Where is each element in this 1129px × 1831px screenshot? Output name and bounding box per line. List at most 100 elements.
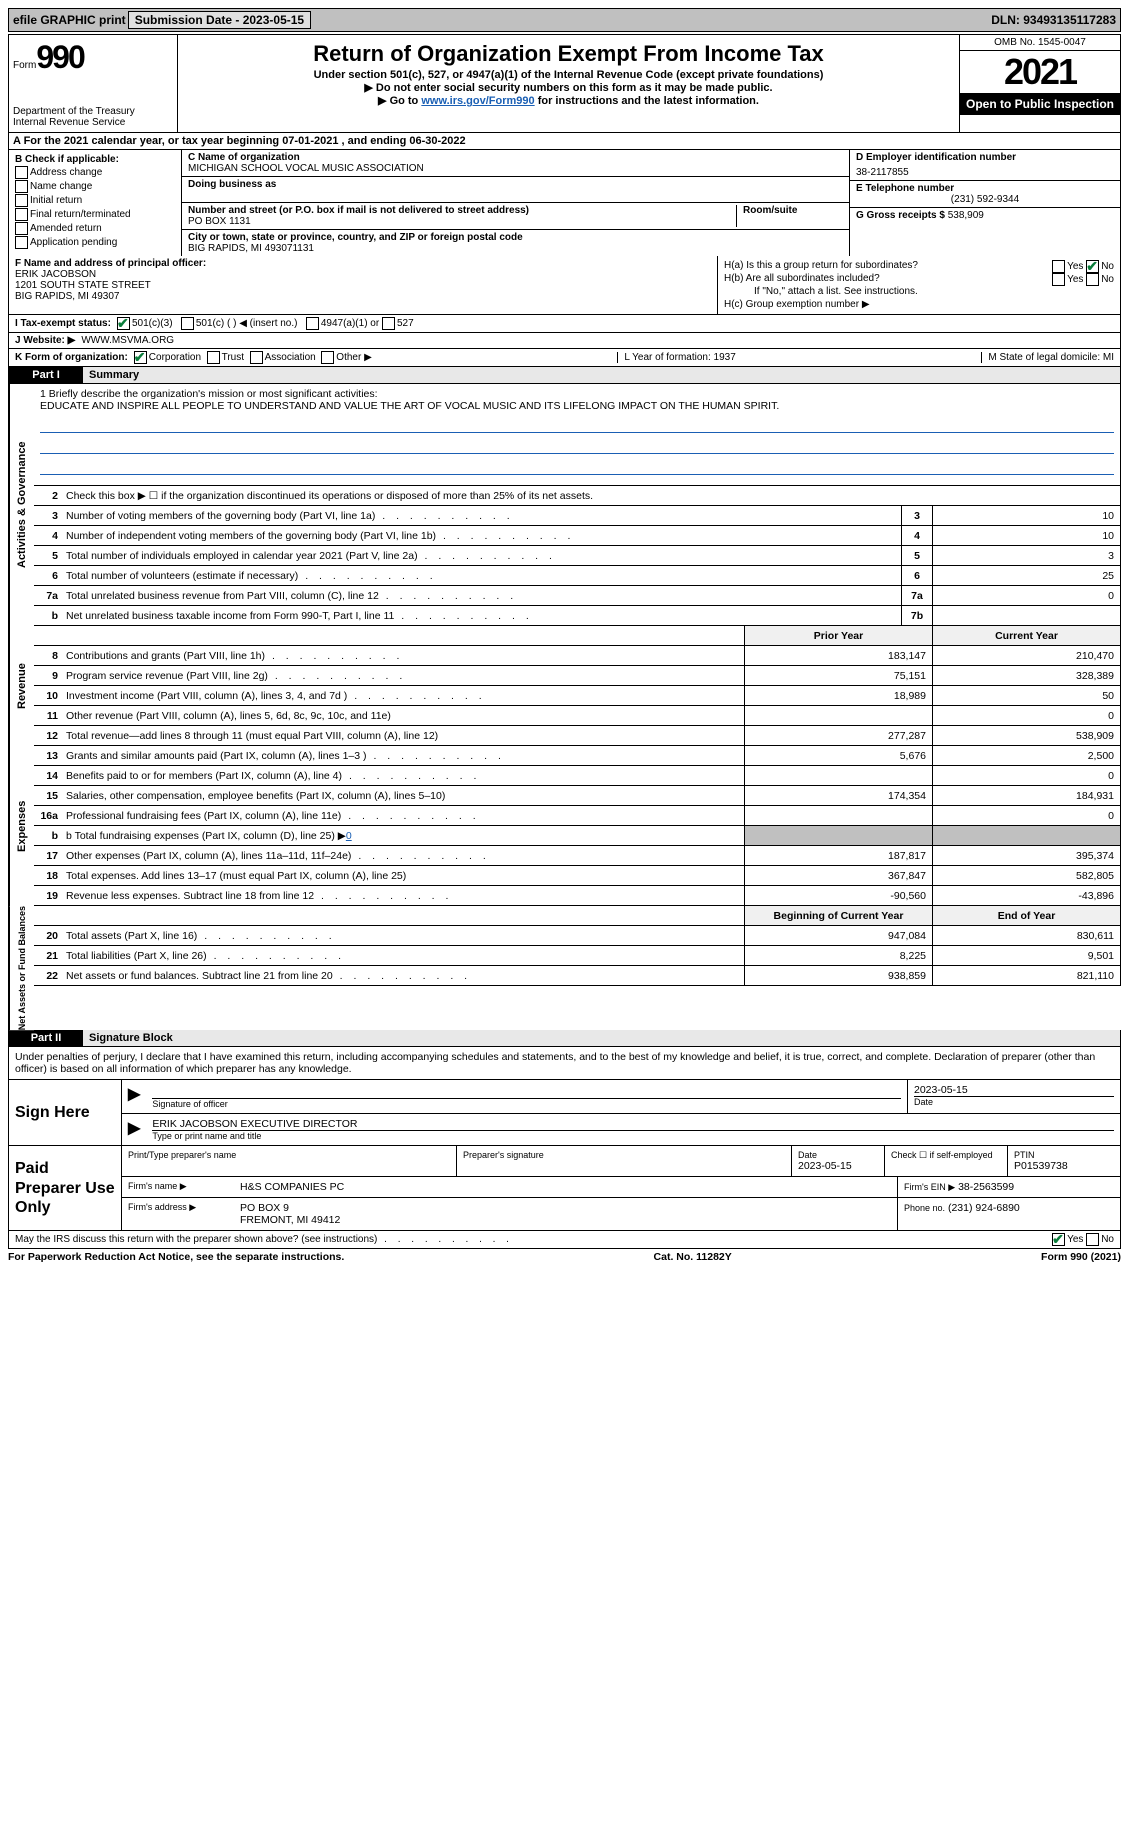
ha-line: H(a) Is this a group return for subordin… [724,260,1114,271]
line-7b: bNet unrelated business taxable income f… [34,606,1121,626]
check-final[interactable]: Final return/terminated [15,208,175,221]
check-trust[interactable] [207,351,220,364]
arrow-icon: ▶ [122,1114,146,1145]
line-19: 19Revenue less expenses. Subtract line 1… [34,886,1121,906]
rev-header: Prior YearCurrent Year [34,626,1121,646]
line-8: 8Contributions and grants (Part VIII, li… [34,646,1121,666]
open-inspection: Open to Public Inspection [960,93,1120,115]
check-other[interactable] [321,351,334,364]
signature-block: Under penalties of perjury, I declare th… [8,1047,1121,1231]
part2-header: Part II Signature Block [8,1030,1121,1047]
city: BIG RAPIDS, MI 493071131 [188,243,843,254]
check-initial[interactable]: Initial return [15,194,175,207]
gross-cell: G Gross receipts $ 538,909 [850,208,1120,223]
footer-mid: Cat. No. 11282Y [654,1251,732,1263]
mission-q: 1 Briefly describe the organization's mi… [40,388,1114,400]
part1-header: Part I Summary [8,367,1121,384]
discuss-row: May the IRS discuss this return with the… [8,1231,1121,1249]
line-11: 11Other revenue (Part VIII, column (A), … [34,706,1121,726]
form-subtitle: Under section 501(c), 527, or 4947(a)(1)… [182,69,955,81]
line-14: 14Benefits paid to or for members (Part … [34,766,1121,786]
year-box: OMB No. 1545-0047 2021 Open to Public In… [959,34,1121,133]
check-4947[interactable] [306,317,319,330]
street: PO BOX 1131 [188,216,736,227]
line-21: 21Total liabilities (Part X, line 26)8,2… [34,946,1121,966]
check-name[interactable]: Name change [15,180,175,193]
check-address[interactable]: Address change [15,166,175,179]
year-formation: L Year of formation: 1937 [617,352,735,363]
hb-note: If "No," attach a list. See instructions… [724,286,1114,297]
line-16b: bb Total fundraising expenses (Part IX, … [34,826,1121,846]
discuss-yes[interactable] [1052,1233,1065,1246]
line-13: 13Grants and similar amounts paid (Part … [34,746,1121,766]
check-corp[interactable] [134,351,147,364]
irs-label: Internal Revenue Service [13,117,173,128]
ein-cell: D Employer identification number 38-2117… [850,150,1120,181]
col-de: D Employer identification number 38-2117… [849,150,1120,256]
form-title: Return of Organization Exempt From Incom… [182,41,955,67]
paid-preparer-row: Paid Preparer Use Only Print/Type prepar… [9,1145,1120,1230]
footer: For Paperwork Reduction Act Notice, see … [8,1251,1121,1263]
line-9: 9Program service revenue (Part VIII, lin… [34,666,1121,686]
sidebar-revenue: Revenue [9,626,34,746]
col-b: B Check if applicable: Address change Na… [9,150,182,256]
firm-phone: (231) 924-6890 [948,1202,1020,1214]
hc-line: H(c) Group exemption number ▶ [724,299,1114,310]
arrow-icon: ▶ [122,1080,146,1113]
net-header: Beginning of Current YearEnd of Year [34,906,1121,926]
efile-header: efile GRAPHIC print Submission Date - 20… [8,8,1121,32]
discuss-no[interactable] [1086,1233,1099,1246]
line-15: 15Salaries, other compensation, employee… [34,786,1121,806]
irs-link[interactable]: www.irs.gov/Form990 [421,95,534,107]
netassets-section: Net Assets or Fund Balances Beginning of… [8,906,1121,1030]
dept-treasury: Department of the Treasury [13,106,173,117]
fgh-row: F Name and address of principal officer:… [8,256,1121,315]
revenue-section: Revenue Prior YearCurrent Year 8Contribu… [8,626,1121,746]
officer-name-title: ERIK JACOBSON EXECUTIVE DIRECTOR [152,1118,1114,1130]
title-box: Return of Organization Exempt From Incom… [177,34,959,133]
sidebar-netassets: Net Assets or Fund Balances [9,906,34,1030]
row-i: I Tax-exempt status: 501(c)(3) 501(c) ( … [8,315,1121,333]
line-10: 10Investment income (Part VIII, column (… [34,686,1121,706]
row-k: K Form of organization: Corporation Trus… [8,349,1121,367]
submission-date: Submission Date - 2023-05-15 [128,11,311,29]
phone-cell: E Telephone number (231) 592-9344 [850,181,1120,208]
col-h: H(a) Is this a group return for subordin… [718,256,1120,314]
line-4: 4Number of independent voting members of… [34,526,1121,546]
paid-preparer-label: Paid Preparer Use Only [9,1146,122,1230]
footer-left: For Paperwork Reduction Act Notice, see … [8,1251,344,1263]
col-f: F Name and address of principal officer:… [9,256,718,314]
hb-line: H(b) Are all subordinates included? Yes … [724,273,1114,284]
city-cell: City or town, state or province, country… [182,230,849,256]
tax-year: 2021 [960,51,1120,93]
sign-here-row: Sign Here ▶ Signature of officer 2023-05… [9,1079,1120,1145]
line-16a: 16aProfessional fundraising fees (Part I… [34,806,1121,826]
instr-line3: ▶ Go to www.irs.gov/Form990 for instruct… [182,94,955,107]
instr-line2: ▶ Do not enter social security numbers o… [182,81,955,94]
firm-addr1: PO BOX 9 [240,1202,891,1214]
mission-box: 1 Briefly describe the organization's mi… [34,384,1121,486]
check-501c[interactable] [181,317,194,330]
col-c: C Name of organization MICHIGAN SCHOOL V… [182,150,849,256]
check-assoc[interactable] [250,351,263,364]
sidebar-expenses: Expenses [9,746,34,906]
line-2: 2Check this box ▶ ☐ if the organization … [34,486,1121,506]
omb-number: OMB No. 1545-0047 [960,35,1120,51]
line-3: 3Number of voting members of the governi… [34,506,1121,526]
line-18: 18Total expenses. Add lines 13–17 (must … [34,866,1121,886]
form-header-row: Form990 Department of the Treasury Inter… [8,34,1121,133]
check-pending[interactable]: Application pending [15,236,175,249]
org-name: MICHIGAN SCHOOL VOCAL MUSIC ASSOCIATION [188,163,843,174]
line-22: 22Net assets or fund balances. Subtract … [34,966,1121,986]
officer-city: BIG RAPIDS, MI 49307 [15,291,711,302]
sig-declaration: Under penalties of perjury, I declare th… [9,1047,1120,1079]
sidebar-governance: Activities & Governance [9,384,34,626]
street-cell: Number and street (or P.O. box if mail i… [182,203,849,230]
check-501c3[interactable] [117,317,130,330]
firm-addr2: FREMONT, MI 49412 [240,1214,891,1226]
ein: 38-2117855 [856,167,1114,178]
check-amended[interactable]: Amended return [15,222,175,235]
mission-text: EDUCATE AND INSPIRE ALL PEOPLE TO UNDERS… [40,400,1114,412]
footer-right: Form 990 (2021) [1041,1251,1121,1263]
check-527[interactable] [382,317,395,330]
